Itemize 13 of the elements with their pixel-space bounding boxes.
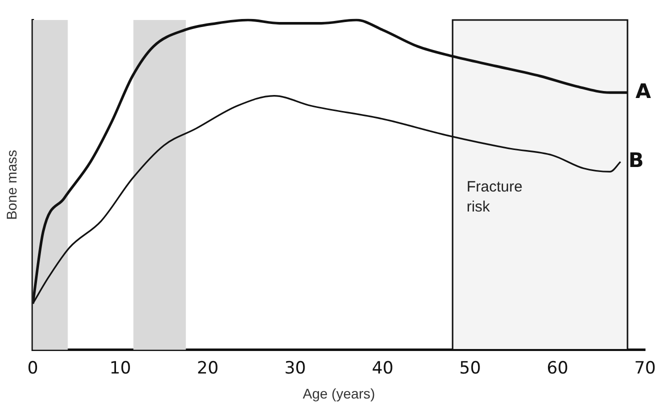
x-tick-label: 0: [27, 358, 38, 378]
x-axis-title: Age (years): [302, 385, 376, 402]
y-axis-title: Bone mass: [3, 150, 20, 220]
x-tick-label: 70: [634, 358, 656, 378]
x-tick-label: 20: [196, 358, 219, 378]
x-tick-label: 30: [284, 358, 306, 378]
band-label: Fracture risk: [466, 178, 522, 216]
x-tick-label: 50: [459, 358, 481, 378]
series-label: A: [636, 78, 652, 103]
x-tick-label: 60: [546, 358, 568, 378]
x-tick-label: 40: [372, 358, 394, 378]
series-label: B: [628, 148, 644, 172]
x-tick-label: 10: [109, 358, 132, 378]
